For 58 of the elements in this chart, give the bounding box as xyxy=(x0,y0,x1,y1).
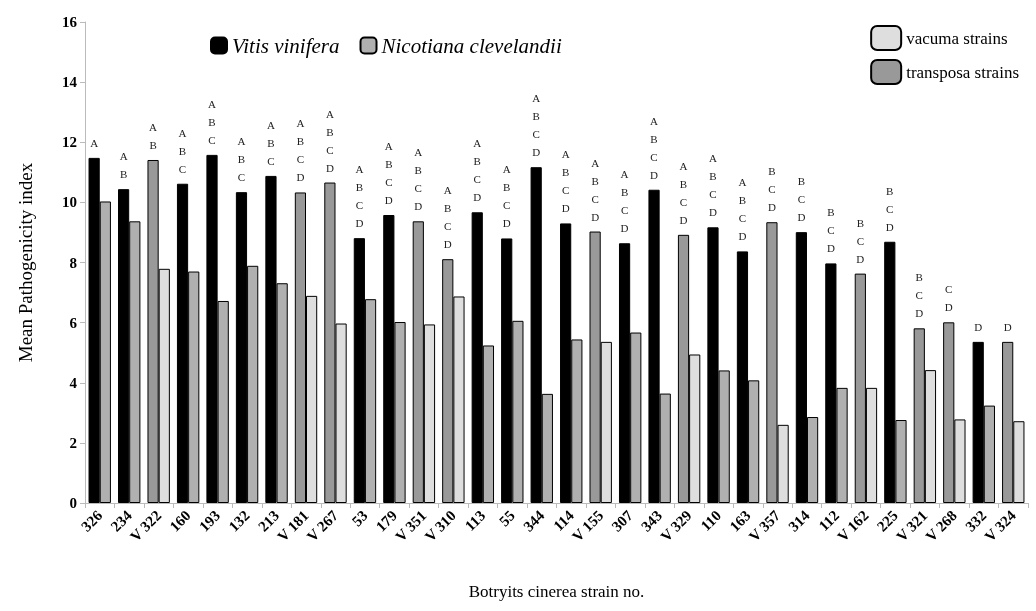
legend-label: vacuma strains xyxy=(906,28,1008,48)
annotation: A xyxy=(90,136,99,149)
annotation: B C D xyxy=(915,271,924,320)
annotation: A B C xyxy=(266,118,275,167)
annotation: A B C D xyxy=(502,163,511,230)
annotation: A B C D xyxy=(532,92,541,159)
y-tick-label: 16 xyxy=(62,14,78,30)
legend-label: Vitis vinifera xyxy=(232,33,340,58)
legend-label: transposa strains xyxy=(906,62,1019,82)
annotation: A B xyxy=(119,150,128,181)
y-tick-label: 6 xyxy=(69,314,78,331)
y-tick-label: 14 xyxy=(62,74,78,91)
annotation: B C D xyxy=(797,175,806,224)
y-tick-label: 4 xyxy=(69,374,78,391)
x-tick-label: 307 xyxy=(608,506,637,535)
annotation: A B C xyxy=(237,135,246,184)
annotation: A B C D xyxy=(591,156,600,223)
y-tick-label: 0 xyxy=(69,495,77,511)
annotation: A B C D xyxy=(443,184,452,251)
annotation: A B C D xyxy=(355,163,364,230)
annotation: A B C D xyxy=(384,140,393,206)
x-tick-label: 314 xyxy=(785,506,813,535)
x-tick-label: 193 xyxy=(196,507,224,535)
annotation: C D xyxy=(944,283,953,314)
annotation: A B C D xyxy=(650,114,659,181)
x-tick-label: 326 xyxy=(78,506,106,535)
x-tick-label: 113 xyxy=(461,507,489,534)
annotation: A B xyxy=(149,120,158,151)
annotation: A B C D xyxy=(473,137,482,204)
legend-label: Nicotiana clevelandii xyxy=(380,33,562,58)
annotation: A B C D xyxy=(561,148,570,215)
annotation: A B C xyxy=(178,126,187,175)
x-tick-label: 344 xyxy=(520,506,548,535)
annotation: A B C D xyxy=(325,107,334,174)
annotation: A B C D xyxy=(738,176,747,243)
x-tick-label: 55 xyxy=(496,507,518,530)
x-tick-label: 132 xyxy=(225,507,253,535)
annotation: A B C D xyxy=(296,117,305,184)
x-tick-label: 110 xyxy=(697,507,725,534)
annotation: B C D xyxy=(826,206,835,255)
annotation: D xyxy=(1003,320,1012,333)
x-tick-label: 160 xyxy=(166,507,194,535)
annotation: B C D xyxy=(885,184,894,233)
annotation: B C D xyxy=(767,165,776,214)
annotation: A B C xyxy=(208,97,217,146)
annotation: A B C D xyxy=(620,168,629,235)
annotation: A B C D xyxy=(679,159,688,226)
annotation: B C D xyxy=(856,216,865,265)
y-tick-label: 12 xyxy=(62,134,77,151)
annotation: A B C D xyxy=(414,146,423,213)
x-tick-label: 53 xyxy=(348,507,371,530)
x-axis-title: Botryits cinerea strain no. xyxy=(468,582,645,601)
y-tick-label: 8 xyxy=(69,254,77,271)
y-tick-label: 10 xyxy=(62,194,77,211)
annotation: D xyxy=(974,320,983,333)
y-tick-label: 2 xyxy=(69,434,77,451)
y-axis-title: Mean Pathogenicity index xyxy=(15,162,36,363)
annotation: A B C D xyxy=(709,152,717,219)
